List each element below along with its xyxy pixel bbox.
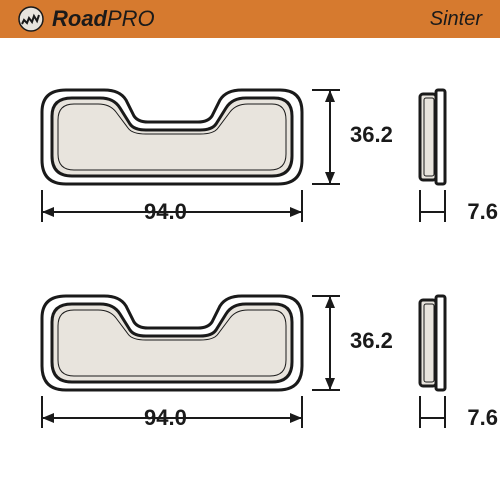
diagram-area: 94.0 36.2 7.6	[0, 38, 500, 470]
brand-suffix: PRO	[107, 6, 155, 31]
pad-row-2: 94.0 36.2 7.6	[16, 256, 484, 462]
height-dim-1	[312, 72, 352, 192]
width-label-2: 94.0	[144, 405, 187, 431]
width-label-1: 94.0	[144, 199, 187, 225]
height-label-2: 36.2	[350, 328, 393, 354]
brake-pad-side-2	[414, 278, 454, 448]
height-label-1: 36.2	[350, 122, 393, 148]
brand-prefix: Road	[52, 6, 107, 31]
brand-name: RoadPRO	[52, 6, 155, 32]
tire-logo-icon	[18, 6, 44, 32]
pad-row-1: 94.0 36.2 7.6	[16, 50, 484, 256]
thickness-label-1: 7.6	[467, 199, 498, 225]
brake-pad-side-1	[414, 72, 454, 242]
thickness-label-2: 7.6	[467, 405, 498, 431]
brand: RoadPRO	[18, 6, 155, 32]
height-dim-2	[312, 278, 352, 398]
header-bar: RoadPRO Sinter	[0, 0, 500, 38]
variant-label: Sinter	[430, 8, 482, 31]
